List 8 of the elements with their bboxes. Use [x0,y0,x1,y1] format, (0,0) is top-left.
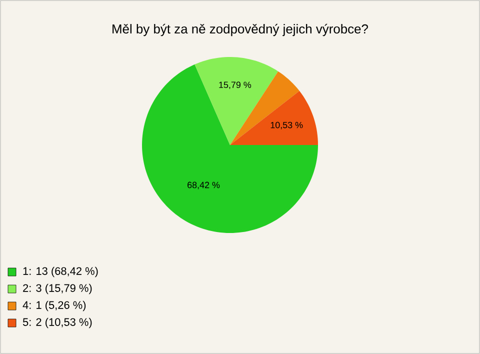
legend-label: 1: 13 (68,42 %) [23,266,98,278]
legend-label: 2: 3 (15,79 %) [23,284,92,294]
legend-label: 4: 1 (5,26 %) [22,300,86,312]
data-label: 68,42 % [188,182,220,190]
chart-title: Měl by být za ně zodpovědný jejich výrobce? [112,24,368,36]
data-label: 10,53 % [270,122,303,130]
data-label: 15,79 % [219,82,252,90]
legend-label: 5: 2 (10,53 %) [22,318,92,328]
